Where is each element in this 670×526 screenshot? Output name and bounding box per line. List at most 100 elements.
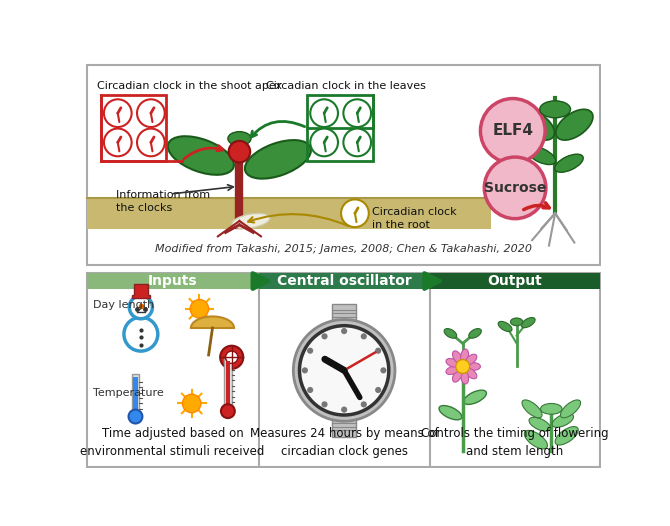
Polygon shape	[131, 284, 150, 298]
Circle shape	[117, 141, 119, 144]
Ellipse shape	[552, 413, 574, 427]
Ellipse shape	[228, 132, 251, 146]
Ellipse shape	[465, 368, 477, 379]
Circle shape	[360, 333, 367, 339]
Circle shape	[341, 199, 369, 227]
Circle shape	[137, 128, 165, 156]
Ellipse shape	[465, 354, 477, 365]
Bar	[87, 198, 491, 229]
Text: Circadian clock in the shoot apex: Circadian clock in the shoot apex	[97, 81, 282, 91]
Circle shape	[356, 112, 358, 114]
Circle shape	[117, 112, 119, 114]
Text: Circadian clock
in the root: Circadian clock in the root	[372, 207, 456, 230]
Circle shape	[307, 387, 313, 393]
Circle shape	[354, 212, 356, 215]
Circle shape	[307, 348, 313, 354]
Text: ELF4: ELF4	[492, 124, 533, 138]
Bar	[307, 95, 373, 161]
Bar	[87, 272, 600, 467]
Text: Output: Output	[488, 274, 543, 288]
Circle shape	[322, 333, 328, 339]
Circle shape	[322, 401, 328, 408]
Ellipse shape	[511, 318, 523, 326]
Text: Information from
the clocks: Information from the clocks	[116, 190, 210, 214]
Circle shape	[323, 112, 325, 114]
Bar	[87, 272, 259, 289]
Text: Temperature: Temperature	[93, 388, 164, 399]
Circle shape	[360, 401, 367, 408]
Circle shape	[190, 299, 208, 318]
Circle shape	[137, 99, 165, 127]
Bar	[100, 95, 166, 161]
Circle shape	[480, 98, 545, 163]
Circle shape	[310, 99, 338, 127]
Text: Circadian clock in the leaves: Circadian clock in the leaves	[267, 81, 426, 91]
Circle shape	[341, 407, 347, 413]
Polygon shape	[191, 317, 234, 328]
Bar	[224, 359, 232, 411]
Bar	[226, 361, 230, 409]
Circle shape	[356, 141, 358, 144]
Circle shape	[341, 328, 347, 334]
Bar	[332, 415, 356, 437]
Circle shape	[375, 387, 381, 393]
Ellipse shape	[521, 318, 535, 328]
Ellipse shape	[452, 351, 462, 363]
Ellipse shape	[439, 406, 462, 420]
Circle shape	[104, 99, 131, 127]
Circle shape	[343, 99, 371, 127]
Text: Controls the timing of flowering
and stem length: Controls the timing of flowering and ste…	[421, 427, 609, 458]
Circle shape	[310, 128, 338, 156]
Ellipse shape	[561, 400, 581, 418]
Circle shape	[375, 348, 381, 354]
Circle shape	[299, 326, 389, 415]
Circle shape	[221, 404, 234, 418]
Bar	[332, 304, 356, 326]
Ellipse shape	[446, 359, 459, 367]
Circle shape	[381, 367, 387, 373]
Ellipse shape	[446, 366, 459, 375]
Ellipse shape	[529, 417, 551, 431]
Text: Time adjusted based on
environmental stimuli received: Time adjusted based on environmental sti…	[80, 427, 265, 458]
Circle shape	[149, 112, 152, 114]
Ellipse shape	[556, 109, 593, 140]
Bar	[259, 272, 430, 289]
Ellipse shape	[464, 390, 486, 404]
Text: Modified from Takashi, 2015; James, 2008; Chen & Takahashi, 2020: Modified from Takashi, 2015; James, 2008…	[155, 245, 532, 255]
Ellipse shape	[555, 427, 578, 445]
Circle shape	[149, 141, 152, 144]
Ellipse shape	[525, 430, 547, 449]
Ellipse shape	[540, 101, 571, 118]
Ellipse shape	[444, 329, 457, 338]
Ellipse shape	[541, 403, 562, 414]
Ellipse shape	[232, 214, 270, 229]
Ellipse shape	[498, 321, 512, 331]
Ellipse shape	[452, 370, 462, 382]
Text: Measures 24 hours by means of
circadian clock genes: Measures 24 hours by means of circadian …	[250, 427, 439, 458]
Ellipse shape	[168, 136, 234, 175]
Circle shape	[226, 351, 238, 363]
Circle shape	[220, 346, 243, 369]
Circle shape	[124, 317, 158, 351]
Circle shape	[182, 394, 201, 413]
Circle shape	[456, 360, 470, 373]
Ellipse shape	[555, 154, 584, 172]
Circle shape	[129, 410, 143, 423]
Ellipse shape	[460, 349, 468, 363]
Ellipse shape	[469, 329, 481, 338]
Ellipse shape	[527, 146, 555, 165]
Text: Sucrose: Sucrose	[484, 181, 546, 195]
Text: Day length: Day length	[93, 300, 154, 310]
Ellipse shape	[245, 140, 311, 179]
Bar	[133, 377, 138, 411]
Circle shape	[341, 367, 347, 373]
Circle shape	[484, 157, 546, 219]
Circle shape	[104, 128, 131, 156]
Circle shape	[293, 319, 395, 421]
Circle shape	[228, 141, 250, 163]
Circle shape	[343, 128, 371, 156]
Ellipse shape	[522, 400, 542, 418]
Bar	[87, 65, 600, 265]
Ellipse shape	[460, 370, 468, 384]
Text: Inputs: Inputs	[147, 274, 197, 288]
